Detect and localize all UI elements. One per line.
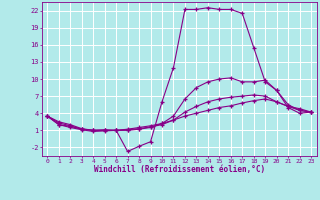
X-axis label: Windchill (Refroidissement éolien,°C): Windchill (Refroidissement éolien,°C) [94, 165, 265, 174]
